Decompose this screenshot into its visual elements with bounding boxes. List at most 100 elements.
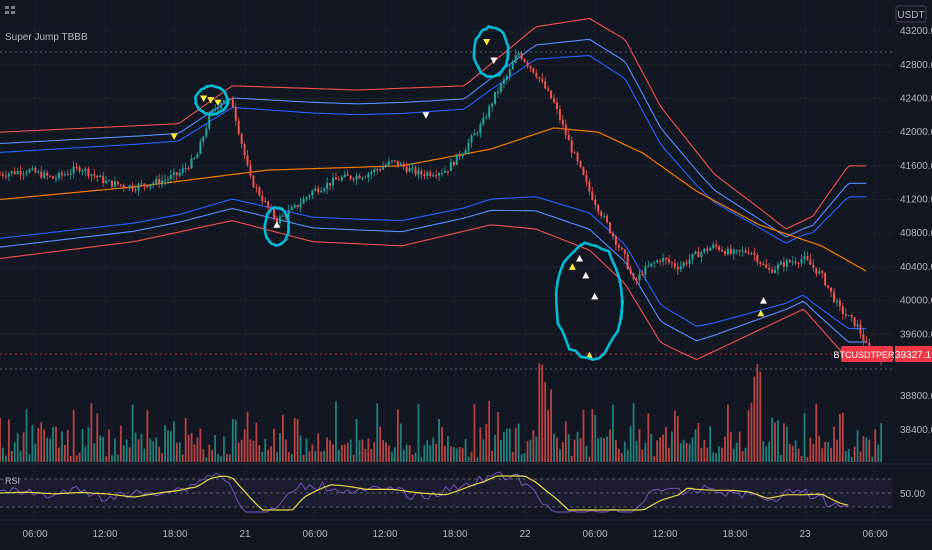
- volume-bar: [211, 449, 214, 462]
- candle-body: [617, 244, 620, 248]
- volume-bar: [473, 404, 476, 462]
- candle-body: [641, 274, 644, 276]
- volume-bar: [809, 437, 812, 462]
- volume-bar: [290, 454, 293, 462]
- volume-bar: [226, 453, 228, 462]
- candle-body: [529, 65, 532, 69]
- volume-bar: [721, 447, 723, 462]
- candle-body: [511, 62, 514, 70]
- candle-body: [296, 205, 299, 208]
- volume-tick: 38400.0: [900, 425, 932, 436]
- candle-body: [470, 135, 473, 143]
- volume-bar: [329, 440, 331, 462]
- sell-signal-marker: [422, 112, 430, 119]
- volume-bar: [361, 439, 364, 462]
- candle-body: [220, 103, 223, 109]
- candle-body: [290, 207, 293, 211]
- candle-body: [166, 178, 169, 180]
- candle-body: [720, 250, 723, 252]
- volume-bar: [231, 419, 234, 462]
- candle-body: [438, 173, 441, 176]
- volume-bar: [547, 409, 550, 462]
- candle-body: [273, 209, 276, 218]
- upper-band-3: [0, 55, 867, 244]
- volume-bar: [617, 448, 620, 462]
- candle-body: [623, 249, 626, 255]
- volume-bar: [299, 435, 302, 462]
- candle-body: [78, 167, 81, 172]
- candle-body: [535, 72, 538, 78]
- candle-body: [629, 269, 632, 274]
- volume-bar: [838, 414, 841, 462]
- candle-body: [697, 251, 700, 258]
- candle-body: [355, 175, 358, 180]
- volume-bar: [732, 448, 735, 462]
- volume-bar: [505, 428, 508, 462]
- candle-body: [420, 170, 423, 175]
- currency-box[interactable]: [895, 5, 927, 23]
- candle-body: [202, 136, 205, 142]
- volume-bar: [741, 450, 744, 462]
- candle-body: [576, 152, 579, 162]
- volume-bar: [0, 417, 1, 462]
- volume-bar: [314, 451, 317, 462]
- volume-bar: [223, 436, 225, 462]
- candle-body: [249, 164, 252, 176]
- upper-band-2: [0, 38, 867, 238]
- candle-body: [423, 174, 426, 177]
- volume-bar: [656, 440, 659, 462]
- candle-body: [0, 174, 1, 176]
- candle-body: [779, 262, 782, 265]
- volume-bar: [526, 440, 529, 462]
- candle-body: [143, 183, 146, 186]
- sell-signal-marker: [170, 133, 178, 140]
- candle-body: [544, 81, 547, 89]
- candle-body: [72, 166, 75, 174]
- candle-body: [243, 144, 246, 156]
- candle-body: [449, 162, 452, 172]
- volume-bar: [84, 446, 87, 462]
- candle-body: [844, 314, 847, 316]
- candle-body: [125, 187, 128, 189]
- volume-bar: [355, 418, 358, 462]
- current-price-tag: BTCUSDTPERP 39327.1: [833, 346, 932, 362]
- volume-bar: [691, 437, 694, 462]
- volume-bar: [485, 423, 488, 462]
- volume-bar: [358, 440, 361, 462]
- volume-bar: [788, 443, 791, 462]
- candle-body: [234, 107, 237, 121]
- volume-bar: [500, 440, 502, 462]
- candle-body: [555, 102, 558, 110]
- volume-bar: [629, 426, 632, 462]
- candle-body: [747, 252, 750, 254]
- volume-bar: [396, 409, 399, 462]
- header: Super Jump TBBB: [5, 6, 88, 43]
- volume-bar: [282, 414, 284, 462]
- volume-bar: [187, 434, 190, 462]
- time-axis[interactable]: 06:00 12:00 18:00 21 06:00 12:00 18:00 22 06:00 1…: [22, 529, 887, 540]
- candle-body: [723, 251, 726, 255]
- price-axis[interactable]: USDT 43200.0 42800.0 42400.0 42000.0 41600.0…: [895, 5, 932, 436]
- rsi-label: RSI: [5, 476, 20, 486]
- volume-bar: [774, 422, 776, 462]
- volume-bar: [16, 433, 19, 462]
- volume-bar: [317, 433, 320, 462]
- candle-body: [700, 252, 703, 258]
- candle-body: [28, 169, 31, 173]
- volume-bar: [116, 454, 119, 462]
- price-tick: 43200.0: [900, 26, 932, 37]
- candle-body: [10, 171, 13, 174]
- volume-bar: [111, 455, 113, 462]
- candle-body: [853, 317, 856, 327]
- candle-body: [75, 166, 78, 168]
- candle-body: [382, 166, 385, 170]
- indicator-name[interactable]: Super Jump TBBB: [5, 32, 88, 43]
- candle-body: [208, 114, 211, 129]
- candle-body: [13, 171, 16, 174]
- volume-bar: [750, 402, 753, 462]
- volume-bar: [538, 363, 541, 462]
- candle-body: [756, 255, 759, 263]
- candle-body: [196, 154, 199, 158]
